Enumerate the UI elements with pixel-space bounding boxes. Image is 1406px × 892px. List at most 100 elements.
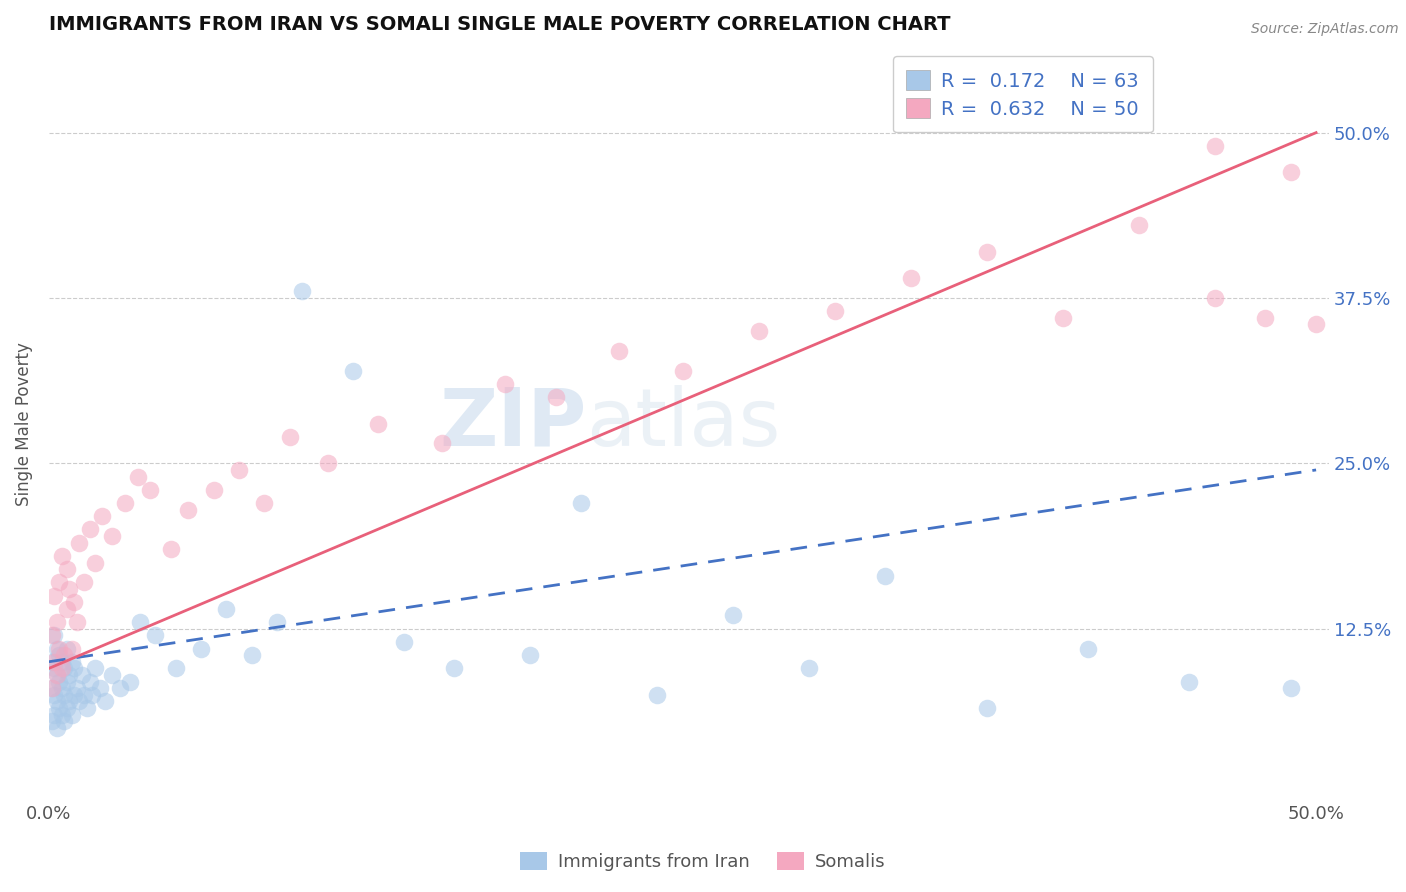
Y-axis label: Single Male Poverty: Single Male Poverty: [15, 342, 32, 506]
Point: [55, 641, 77, 656]
Point: [73, 688, 96, 702]
Text: ZIP: ZIP: [439, 384, 586, 463]
Point: [875, 568, 897, 582]
Point: [190, 641, 212, 656]
Point: [215, 602, 238, 616]
Point: [51, 707, 73, 722]
Point: [48, 674, 70, 689]
Point: [494, 376, 516, 391]
Point: [89, 681, 111, 696]
Point: [1052, 310, 1074, 325]
Point: [1254, 310, 1277, 325]
Point: [42, 655, 65, 669]
Point: [73, 575, 96, 590]
Point: [1279, 681, 1302, 696]
Point: [159, 542, 181, 557]
Point: [83, 661, 105, 675]
Point: [45, 668, 67, 682]
Point: [177, 502, 200, 516]
Point: [519, 648, 541, 662]
Point: [55, 674, 77, 689]
Point: [76, 701, 98, 715]
Point: [291, 285, 314, 299]
Point: [824, 304, 846, 318]
Point: [51, 549, 73, 563]
Point: [70, 668, 93, 682]
Point: [228, 463, 250, 477]
Point: [45, 694, 67, 708]
Point: [42, 589, 65, 603]
Point: [108, 681, 131, 696]
Legend: Immigrants from Iran, Somalis: Immigrants from Iran, Somalis: [513, 845, 893, 879]
Point: [55, 701, 77, 715]
Point: [66, 681, 89, 696]
Point: [60, 655, 83, 669]
Point: [316, 456, 339, 470]
Point: [976, 701, 998, 715]
Point: [253, 496, 276, 510]
Point: [45, 615, 67, 629]
Point: [544, 390, 567, 404]
Point: [63, 661, 86, 675]
Point: [55, 602, 77, 616]
Point: [67, 535, 90, 549]
Point: [101, 668, 124, 682]
Point: [41, 714, 63, 729]
Point: [53, 714, 76, 729]
Point: [91, 509, 114, 524]
Point: [41, 681, 63, 696]
Point: [900, 271, 922, 285]
Point: [607, 343, 630, 358]
Point: [41, 681, 63, 696]
Point: [45, 641, 67, 656]
Point: [443, 661, 465, 675]
Point: [266, 615, 288, 629]
Point: [1305, 318, 1327, 332]
Point: [41, 655, 63, 669]
Point: [53, 661, 76, 675]
Point: [721, 608, 744, 623]
Text: atlas: atlas: [586, 384, 780, 463]
Point: [145, 628, 167, 642]
Point: [67, 694, 90, 708]
Point: [53, 648, 76, 662]
Point: [53, 688, 76, 702]
Point: [63, 595, 86, 609]
Point: [748, 324, 770, 338]
Point: [63, 688, 86, 702]
Point: [51, 661, 73, 675]
Point: [48, 701, 70, 715]
Point: [42, 688, 65, 702]
Point: [1178, 674, 1201, 689]
Point: [80, 688, 103, 702]
Point: [51, 655, 73, 669]
Text: IMMIGRANTS FROM IRAN VS SOMALI SINGLE MALE POVERTY CORRELATION CHART: IMMIGRANTS FROM IRAN VS SOMALI SINGLE MA…: [49, 15, 950, 34]
Point: [367, 417, 389, 431]
Point: [278, 430, 301, 444]
Point: [66, 615, 89, 629]
Point: [79, 674, 101, 689]
Point: [51, 681, 73, 696]
Point: [127, 469, 149, 483]
Point: [976, 244, 998, 259]
Point: [42, 661, 65, 675]
Point: [79, 523, 101, 537]
Point: [42, 707, 65, 722]
Point: [1204, 291, 1226, 305]
Point: [671, 364, 693, 378]
Point: [799, 661, 821, 675]
Point: [139, 483, 162, 497]
Point: [60, 707, 83, 722]
Point: [48, 575, 70, 590]
Point: [1279, 165, 1302, 179]
Legend: R =  0.172    N = 63, R =  0.632    N = 50: R = 0.172 N = 63, R = 0.632 N = 50: [893, 56, 1153, 132]
Point: [93, 694, 115, 708]
Point: [58, 582, 80, 596]
Point: [1204, 139, 1226, 153]
Point: [430, 436, 453, 450]
Point: [45, 668, 67, 682]
Point: [60, 641, 83, 656]
Point: [392, 635, 415, 649]
Point: [58, 668, 80, 682]
Point: [45, 721, 67, 735]
